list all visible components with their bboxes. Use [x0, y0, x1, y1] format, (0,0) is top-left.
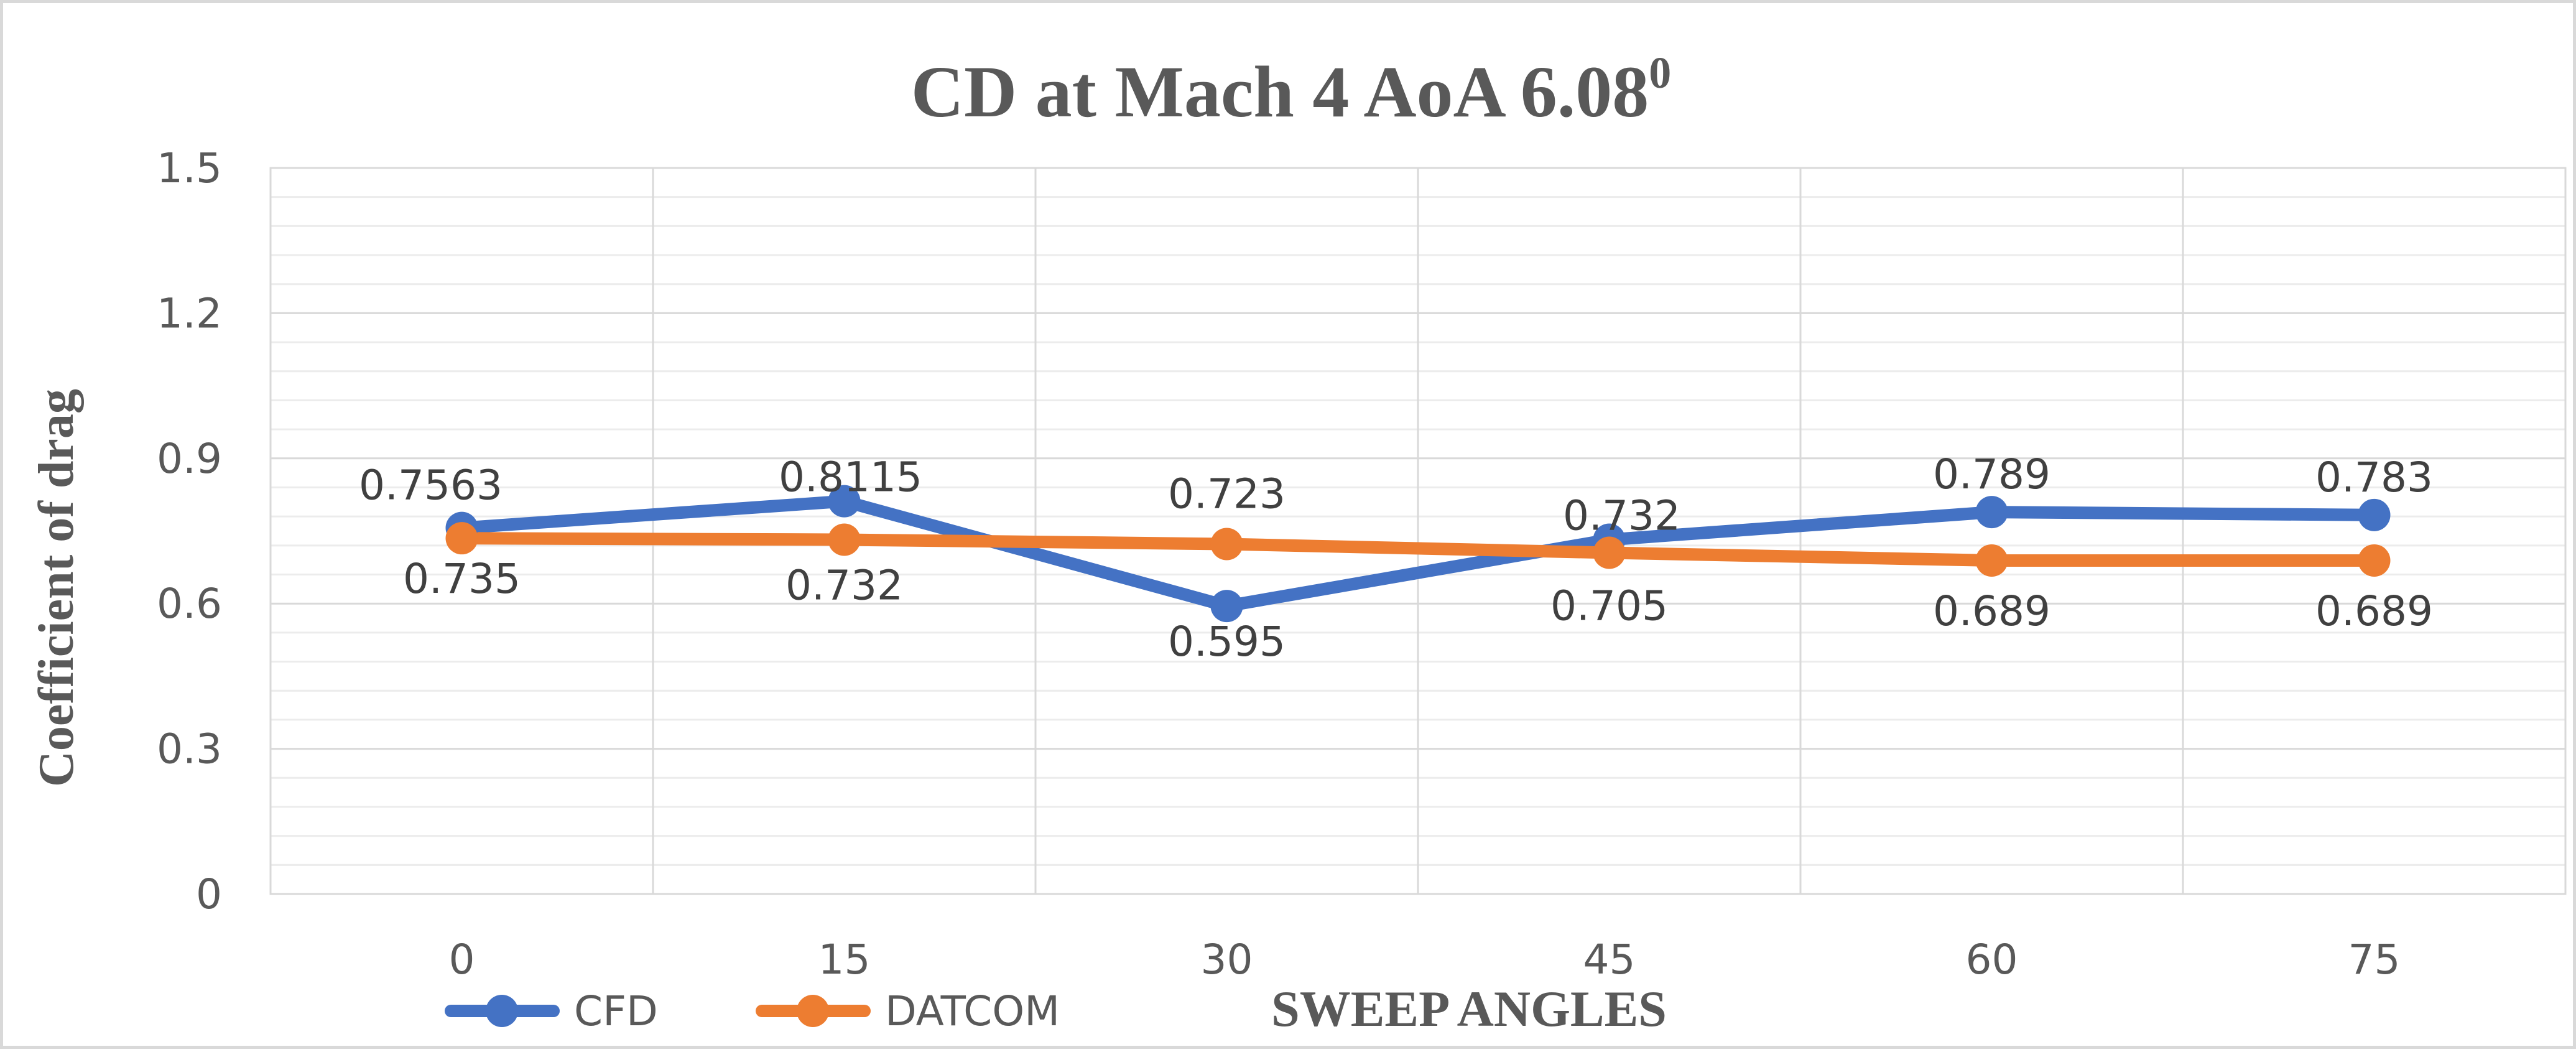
x-axis-tick-labels: 0 15 30 45 60 75	[449, 936, 2401, 984]
data-label-cfd: 0.732	[1563, 492, 1680, 540]
y-axis-title: Coefficient of drag	[29, 389, 84, 787]
data-point-cfd	[828, 485, 861, 518]
plot-border	[269, 167, 2567, 895]
data-label-datcom: 0.735	[403, 555, 521, 603]
series-points	[445, 485, 2391, 623]
series-lines	[455, 495, 2381, 613]
chart-title-text: CD at Mach 4 AoA 6.08	[911, 51, 1649, 133]
data-point-datcom	[828, 523, 861, 556]
data-label-cfd: 0.595	[1168, 618, 1286, 666]
x-tick-label: 15	[818, 936, 871, 984]
legend-marker	[797, 995, 829, 1027]
y-tick-label: 0	[196, 870, 222, 918]
data-label-datcom: 0.705	[1550, 582, 1668, 630]
x-tick-label: 45	[1583, 936, 1636, 984]
data-label-datcom: 0.689	[1933, 587, 2050, 635]
data-point-datcom	[1975, 544, 2008, 577]
legend-label: DATCOM	[885, 987, 1060, 1035]
data-point-datcom	[2358, 544, 2391, 577]
data-label-cfd: 0.783	[2315, 454, 2433, 501]
legend-marker	[486, 995, 518, 1027]
legend-item-datcom: DATCOM	[756, 987, 1060, 1035]
legend: CFD DATCOM	[445, 987, 1060, 1035]
data-point-cfd	[1975, 496, 2008, 529]
y-tick-label: 1.2	[157, 289, 222, 337]
chart-title-superscript: 0	[1649, 48, 1671, 98]
data-label-cfd: 0.789	[1933, 450, 2050, 498]
y-tick-label: 0.9	[157, 435, 222, 483]
y-tick-label: 0.6	[157, 580, 222, 628]
chart-title: CD at Mach 4 AoA 6.080	[911, 48, 1672, 133]
x-tick-label: 0	[449, 936, 475, 984]
data-label-cfd: 0.8115	[779, 454, 922, 501]
series-line-datcom	[455, 532, 2381, 567]
x-axis-title: SWEEP ANGLES	[1271, 980, 1667, 1037]
data-point-datcom	[1210, 528, 1243, 561]
legend-label: CFD	[574, 987, 658, 1035]
data-label-datcom: 0.732	[785, 562, 903, 610]
data-label-datcom: 0.689	[2315, 587, 2433, 635]
y-axis-tick-labels: 0 0.3 0.6 0.9 1.2 1.5	[157, 144, 222, 918]
data-point-cfd	[1210, 590, 1243, 623]
x-tick-label: 30	[1201, 936, 1253, 984]
legend-item-cfd: CFD	[445, 987, 658, 1035]
data-point-datcom	[1593, 536, 1626, 569]
major-gridlines	[271, 168, 2565, 894]
data-labels: 0.7563 0.8115 0.595 0.732 0.789 0.783 0.735 0.7…	[359, 450, 2433, 666]
x-tick-label: 75	[2348, 936, 2401, 984]
series-line-cfd	[455, 495, 2381, 613]
line-chart: CD at Mach 4 AoA 6.080 00.30.60.91.21.5 …	[29, 48, 2567, 1037]
y-tick-label: 1.5	[157, 144, 222, 192]
plot-area-border	[269, 167, 2567, 895]
data-label-datcom: 0.723	[1168, 470, 1286, 518]
data-point-datcom	[445, 522, 478, 555]
data-point-cfd	[2358, 498, 2391, 531]
y-tick-label: 0.3	[157, 725, 222, 773]
x-tick-label: 60	[1966, 936, 2018, 984]
data-label-cfd: 0.7563	[359, 462, 503, 510]
